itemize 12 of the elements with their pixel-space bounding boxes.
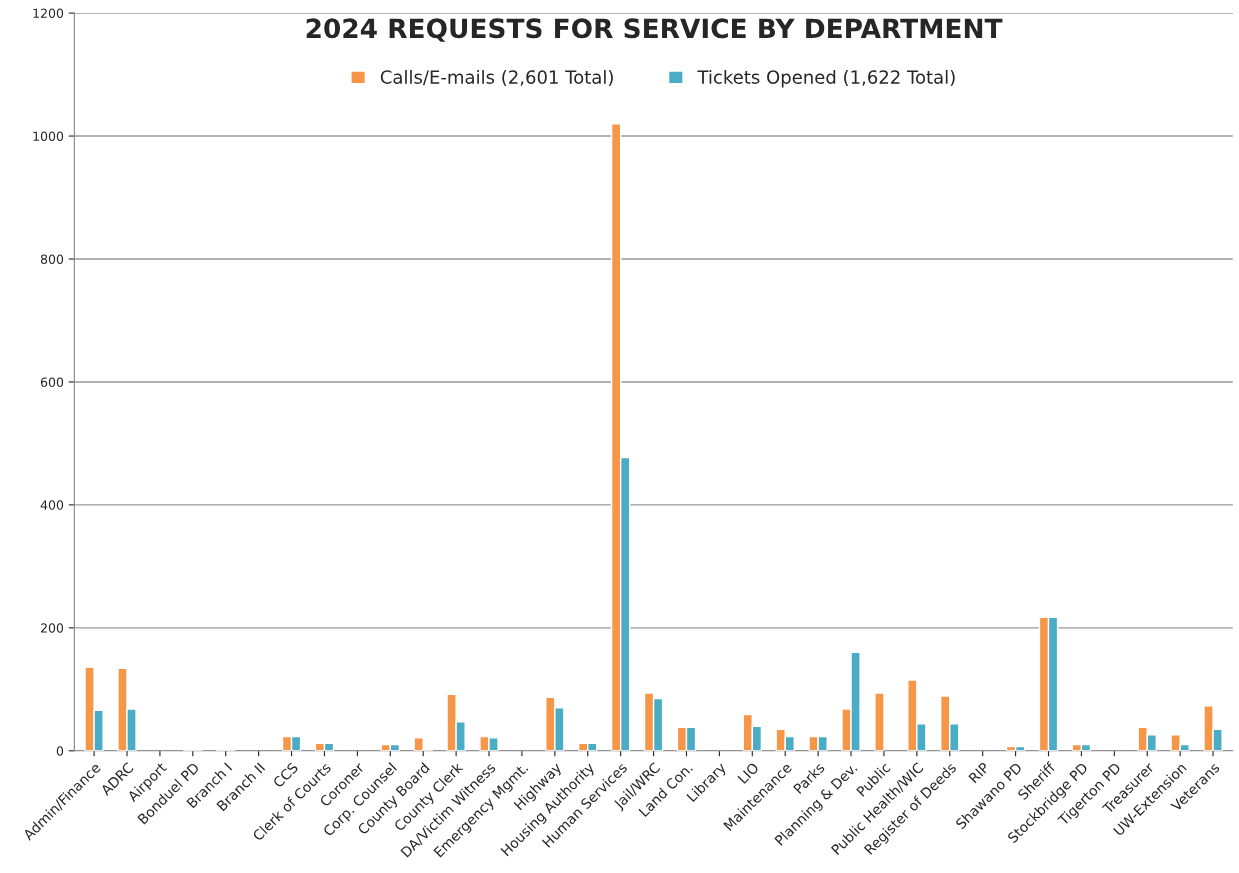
x-tick-label: RIP	[968, 761, 990, 784]
y-tick-label: 600	[40, 377, 64, 387]
y-tick-label: 800	[40, 254, 64, 264]
chart-title: 2024 REQUESTS FOR SERVICE BY DEPARTMENT	[306, 18, 1003, 42]
y-tick-label: 1000	[33, 131, 64, 141]
y-tick-label: 0	[56, 746, 64, 756]
y-tick-label: 400	[40, 500, 64, 510]
legend-label: Tickets Opened (1,622 Total)	[697, 69, 955, 88]
bar	[874, 692, 885, 751]
y-tick-label: 1200	[33, 8, 64, 19]
y-tick-label: 200	[40, 623, 64, 633]
legend-label: Calls/E-mails (2,601 Total)	[380, 69, 613, 87]
